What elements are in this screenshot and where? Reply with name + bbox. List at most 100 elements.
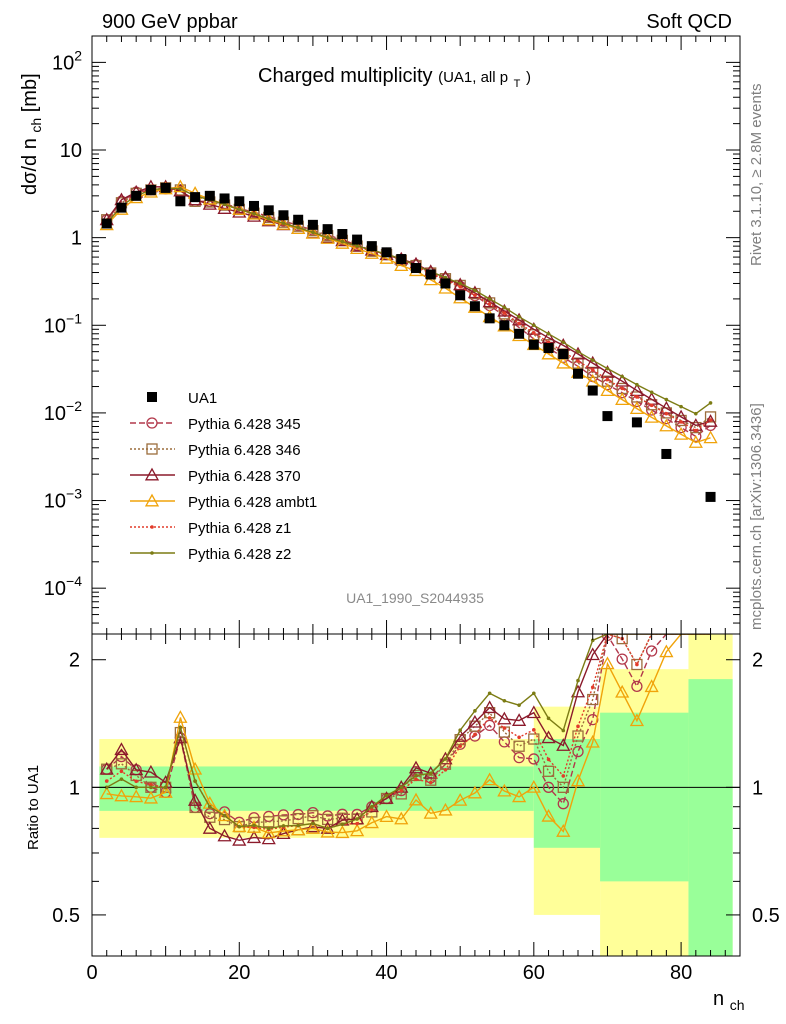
- side-label-bottom: mcplots.cern.ch [arXiv:1306.3436]: [748, 403, 765, 630]
- data-point: [635, 662, 639, 667]
- data-point: [620, 374, 624, 379]
- data-point: [458, 744, 462, 749]
- ratio-line: [106, 634, 711, 842]
- data-point: [528, 339, 539, 350]
- data-point: [546, 757, 551, 762]
- main-ylabel-end: [mb]: [19, 73, 41, 112]
- data-point: [263, 205, 274, 216]
- data-point: [190, 192, 201, 203]
- data-point: [458, 728, 462, 733]
- ratio-bands: [99, 634, 733, 956]
- data-point: [411, 263, 421, 274]
- tick-base: 10: [60, 140, 82, 162]
- data-point: [335, 825, 350, 839]
- data-point: [364, 246, 379, 259]
- data-point: [513, 751, 525, 764]
- data-point: [443, 767, 448, 772]
- data-point: [482, 700, 497, 714]
- data-point: [708, 401, 713, 405]
- legend-label: Pythia 6.428 370: [188, 468, 301, 485]
- data-point: [615, 392, 630, 406]
- data-point: [408, 760, 424, 774]
- data-point: [399, 785, 404, 790]
- data-point: [399, 788, 404, 793]
- data-point: [532, 691, 536, 696]
- data-point: [150, 525, 154, 529]
- data-point: [158, 785, 173, 798]
- data-point: [320, 824, 335, 838]
- data-point: [572, 730, 584, 742]
- data-point: [408, 792, 424, 806]
- data-point: [173, 179, 188, 193]
- data-point: [307, 219, 318, 230]
- ratio-tick-labels: 0.5 0.51 12 20 20 40 60 80: [52, 650, 780, 984]
- ratio-xlabel: n ch: [713, 988, 744, 1013]
- ratio-xlabel-sub: ch: [730, 997, 745, 1013]
- data-point: [587, 713, 599, 726]
- data-point: [252, 212, 256, 216]
- data-point: [467, 785, 483, 799]
- data-point: [114, 742, 129, 756]
- main-y-tick-label: 10: [60, 140, 82, 162]
- data-point: [615, 684, 630, 698]
- data-point: [631, 417, 642, 428]
- uncertainty-band-inner: [99, 766, 534, 811]
- ratio-ticks: [91, 634, 741, 957]
- data-point: [561, 774, 566, 778]
- analysis-id: UA1_1990_S2044935: [346, 590, 484, 606]
- data-point: [600, 383, 615, 396]
- data-point: [532, 331, 536, 335]
- tick-base: 10: [52, 52, 74, 74]
- uncertainty-band-inner: [688, 679, 733, 956]
- data-point: [219, 193, 230, 204]
- data-point: [232, 204, 247, 218]
- data-point: [616, 634, 628, 645]
- data-point: [573, 368, 583, 379]
- data-point: [246, 830, 262, 844]
- ratio-xlabel-text: n: [713, 988, 724, 1010]
- data-point: [659, 644, 674, 658]
- legend-label: Pythia 6.428 z2: [188, 546, 291, 563]
- main-ylabel-sub: ch: [28, 118, 44, 133]
- main-title-note-end: ): [526, 69, 531, 86]
- data-point: [556, 824, 571, 837]
- data-point: [629, 401, 645, 415]
- tick-exponent: −1: [66, 310, 82, 326]
- tick-exponent: −2: [66, 398, 82, 414]
- data-point: [414, 773, 418, 778]
- data-point: [631, 658, 643, 671]
- data-point: [644, 410, 659, 423]
- header-right: Soft QCD: [646, 11, 732, 33]
- data-point: [414, 777, 418, 782]
- data-point: [517, 735, 521, 740]
- data-point: [266, 826, 271, 831]
- data-point: [234, 196, 245, 207]
- data-point: [425, 774, 437, 786]
- data-point: [556, 355, 571, 369]
- data-point: [394, 258, 409, 272]
- data-point: [293, 214, 304, 225]
- data-point: [175, 196, 186, 207]
- data-point: [473, 709, 477, 713]
- data-point: [440, 278, 451, 289]
- legend-item: Pythia 6.428 370: [130, 467, 301, 485]
- data-point: [237, 207, 242, 212]
- data-point: [473, 293, 477, 298]
- data-point: [99, 786, 114, 800]
- data-point: [325, 235, 330, 240]
- data-point: [482, 772, 497, 786]
- legend-item: Pythia 6.428 345: [130, 416, 301, 433]
- data-point: [143, 790, 159, 804]
- data-point: [134, 779, 138, 784]
- main-title-note: (UA1, all p: [438, 69, 508, 86]
- data-point: [664, 411, 669, 416]
- data-point: [104, 785, 109, 790]
- data-point: [590, 358, 595, 362]
- data-point: [694, 428, 698, 433]
- data-point: [601, 375, 614, 387]
- data-point: [349, 823, 365, 837]
- data-point: [276, 826, 291, 840]
- ratio-x-tick-label: 60: [523, 962, 545, 984]
- data-point: [514, 328, 525, 339]
